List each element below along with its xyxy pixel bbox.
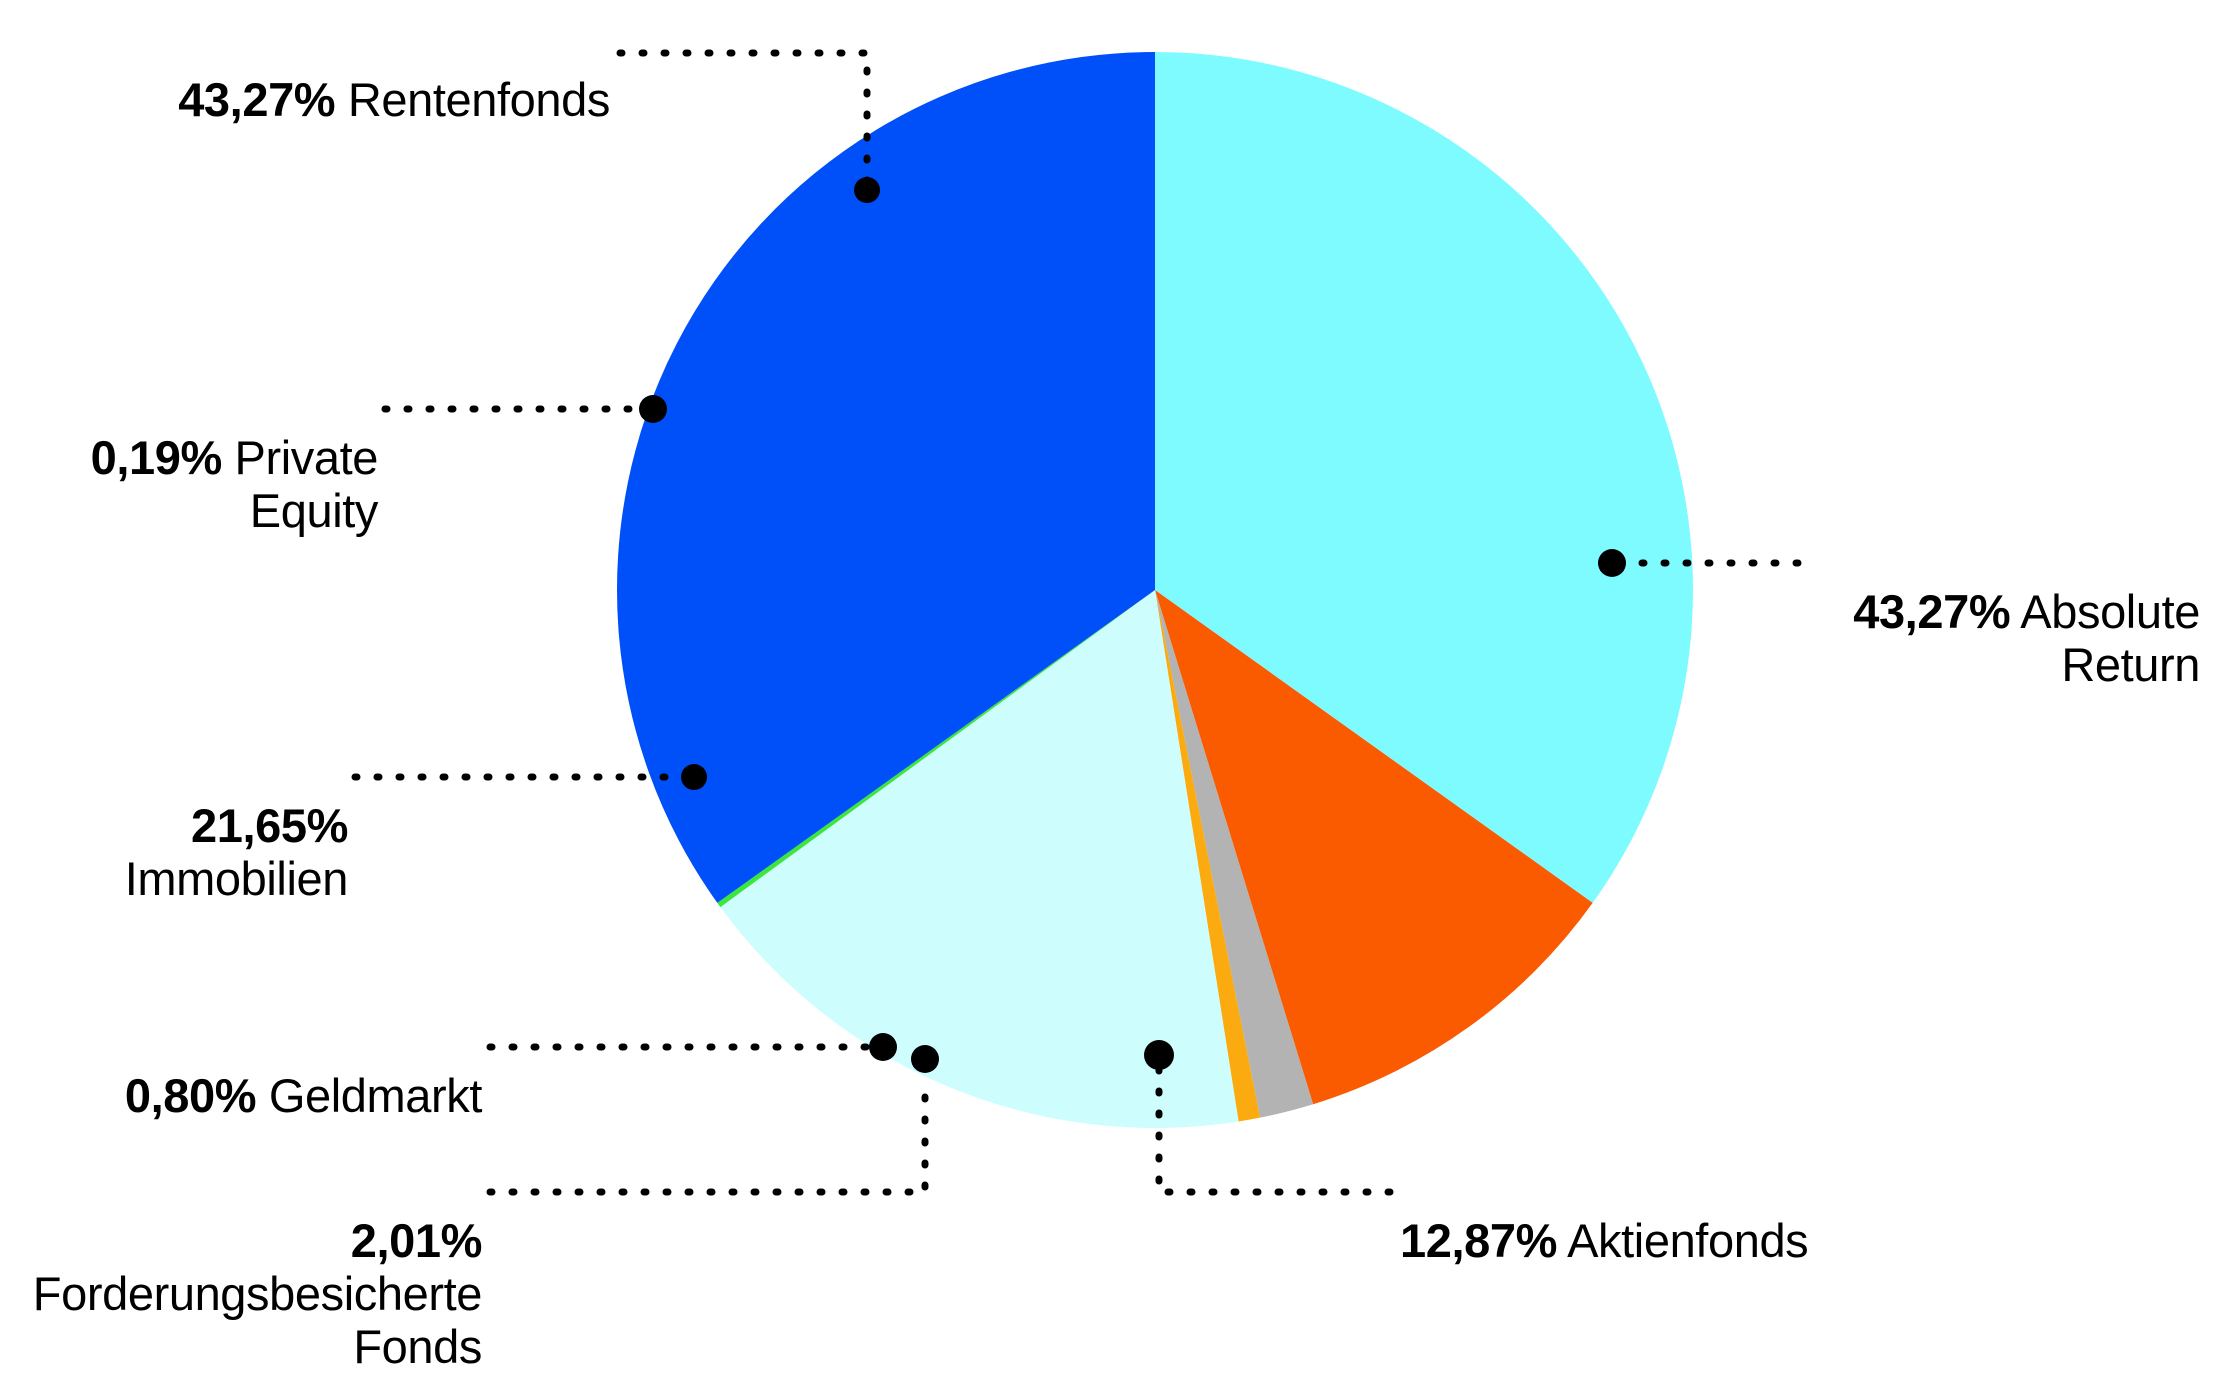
callout-private-equity-name: Private Equity bbox=[221, 431, 379, 538]
callout-absolute-return-name: Absolute Return bbox=[2020, 585, 2200, 692]
callout-geldmarkt-name: Geldmarkt bbox=[256, 1069, 483, 1123]
callout-rentenfonds-percent: 43,27% bbox=[178, 73, 336, 127]
leader-lines bbox=[351, 49, 1804, 1196]
pie-slice-private-equity[interactable] bbox=[717, 590, 1155, 908]
leader-line-forderungsbesicherte-fonds bbox=[486, 1073, 929, 1196]
callout-absolute-return: 43,27% Absolute Return bbox=[1500, 532, 2200, 691]
callout-immobilien: 21,65% Immobilien bbox=[0, 746, 349, 906]
callout-forderungsbesicherte-fonds-name: Forderungsbesicherte Fonds bbox=[32, 1267, 483, 1373]
pie-slice-aktienfonds[interactable] bbox=[1155, 590, 1593, 1105]
pie-slices bbox=[616, 51, 1694, 1129]
leader-dot-geldmarkt bbox=[869, 1033, 897, 1061]
leader-dot-aktienfonds bbox=[1144, 1040, 1174, 1070]
callout-absolute-return-percent: 43,27% bbox=[1853, 585, 2011, 639]
callout-rentenfonds: 43,27% Rentenfonds bbox=[0, 20, 610, 126]
pie-slice-geldmarkt[interactable] bbox=[1155, 590, 1261, 1122]
callout-private-equity-percent: 0,19% bbox=[90, 431, 223, 485]
leader-dot-absolute-return bbox=[1598, 549, 1626, 577]
pie-slice-rentenfonds[interactable] bbox=[616, 52, 1155, 903]
callout-geldmarkt: 0,80% Geldmarkt bbox=[0, 1016, 483, 1123]
leader-dots bbox=[639, 177, 1626, 1073]
callout-geldmarkt-percent: 0,80% bbox=[124, 1069, 257, 1123]
callout-forderungsbesicherte-fonds-percent: 2,01% bbox=[350, 1214, 483, 1268]
callout-rentenfonds-name: Rentenfonds bbox=[335, 73, 611, 127]
callout-immobilien-percent: 21,65% bbox=[190, 799, 348, 853]
pie-chart-figure: 43,27% Rentenfonds 0,19% Private Equity … bbox=[0, 20, 2200, 1373]
pie-chart-svg bbox=[351, 49, 1804, 1196]
callout-forderungsbesicherte-fonds: 2,01% Forderungsbesicherte Fonds bbox=[0, 1161, 483, 1373]
callout-aktienfonds-name: Aktienfonds bbox=[1557, 1214, 1809, 1268]
leader-dot-forderungsbesicherte-fonds bbox=[911, 1045, 939, 1073]
leader-dot-rentenfonds bbox=[854, 177, 880, 203]
pie-slice-absolute-return[interactable] bbox=[1155, 51, 1694, 903]
pie-slice-immobilien[interactable] bbox=[720, 590, 1239, 1129]
callout-aktienfonds: 12,87% Aktienfonds bbox=[1400, 1161, 2100, 1267]
leader-line-rentenfonds bbox=[616, 49, 871, 186]
callout-aktienfonds-percent: 12,87% bbox=[1400, 1214, 1558, 1268]
callout-private-equity: 0,19% Private Equity bbox=[0, 378, 379, 538]
leader-dot-immobilien bbox=[681, 764, 707, 790]
callout-immobilien-name: Immobilien bbox=[124, 852, 349, 906]
pie-slice-forderungsbesicherte-fonds[interactable] bbox=[1155, 590, 1314, 1118]
leader-dot-private-equity bbox=[639, 395, 667, 423]
